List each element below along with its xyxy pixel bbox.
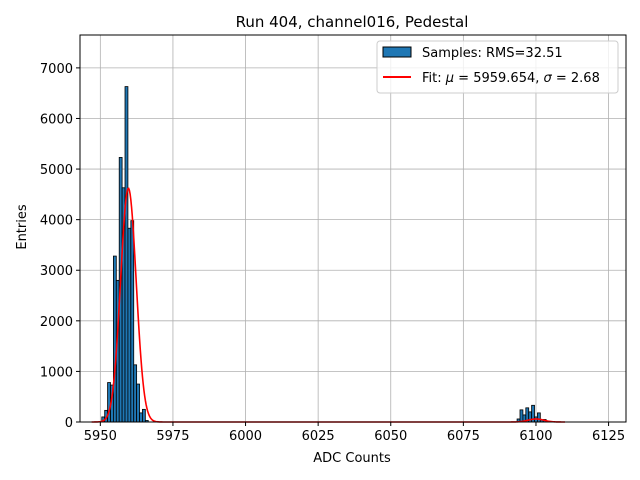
chart-title: Run 404, channel016, Pedestal: [236, 13, 469, 31]
x-tick-label: 6025: [302, 429, 335, 444]
histogram-bar: [142, 408, 146, 423]
legend-fit-sigma-symbol: σ: [544, 71, 553, 86]
legend-histogram-label: Samples: RMS=32.51: [422, 46, 563, 61]
x-tick-label: 5950: [84, 429, 117, 444]
histogram-bar: [139, 412, 143, 423]
histogram-bar: [127, 227, 132, 423]
y-tick-label: 3000: [40, 264, 73, 279]
legend-histogram-swatch: [382, 46, 412, 58]
histogram-bar: [112, 255, 117, 423]
y-tick-label: 4000: [40, 214, 73, 229]
x-axis-label: ADC Counts: [313, 451, 391, 466]
y-tick-label: 0: [65, 416, 73, 431]
histogram-bar: [124, 86, 129, 423]
x-axis-ticks: 5950 5975 6000 6025 6050 6075 6100 6125: [84, 422, 625, 444]
y-tick-label: 7000: [40, 62, 73, 77]
y-tick-label: 6000: [40, 112, 73, 127]
y-tick-label: 1000: [40, 365, 73, 380]
y-axis-label: Entries: [15, 204, 30, 250]
histogram-bar: [519, 409, 524, 423]
histogram-bar: [537, 412, 541, 423]
x-tick-label: 5975: [156, 429, 189, 444]
histogram-bar: [136, 383, 140, 423]
x-tick-label: 6125: [592, 429, 625, 444]
legend-fit-mu-symbol: μ: [445, 71, 454, 86]
y-tick-label: 2000: [40, 315, 73, 330]
y-tick-label: 5000: [40, 163, 73, 178]
legend: Samples: RMS=32.51 Fit: μ = 5959.654, σ …: [376, 40, 619, 94]
y-axis-ticks: 0 1000 2000 3000 4000 5000 6000 7000: [40, 62, 80, 431]
x-tick-label: 6050: [374, 429, 407, 444]
histogram-bar: [130, 220, 135, 423]
x-tick-label: 6000: [229, 429, 262, 444]
legend-fit-label: Fit: μ = 5959.654, σ = 2.68: [422, 71, 600, 86]
legend-fit-mu-value: = 5959.654,: [454, 71, 543, 86]
x-tick-label: 6075: [447, 429, 480, 444]
x-tick-label: 6100: [519, 429, 552, 444]
legend-fit-prefix: Fit:: [422, 71, 446, 86]
legend-box: [376, 40, 619, 94]
legend-fit-sigma-value: = 2.68: [552, 71, 600, 86]
histogram-bar: [133, 364, 138, 423]
plot-frame: [79, 34, 627, 423]
